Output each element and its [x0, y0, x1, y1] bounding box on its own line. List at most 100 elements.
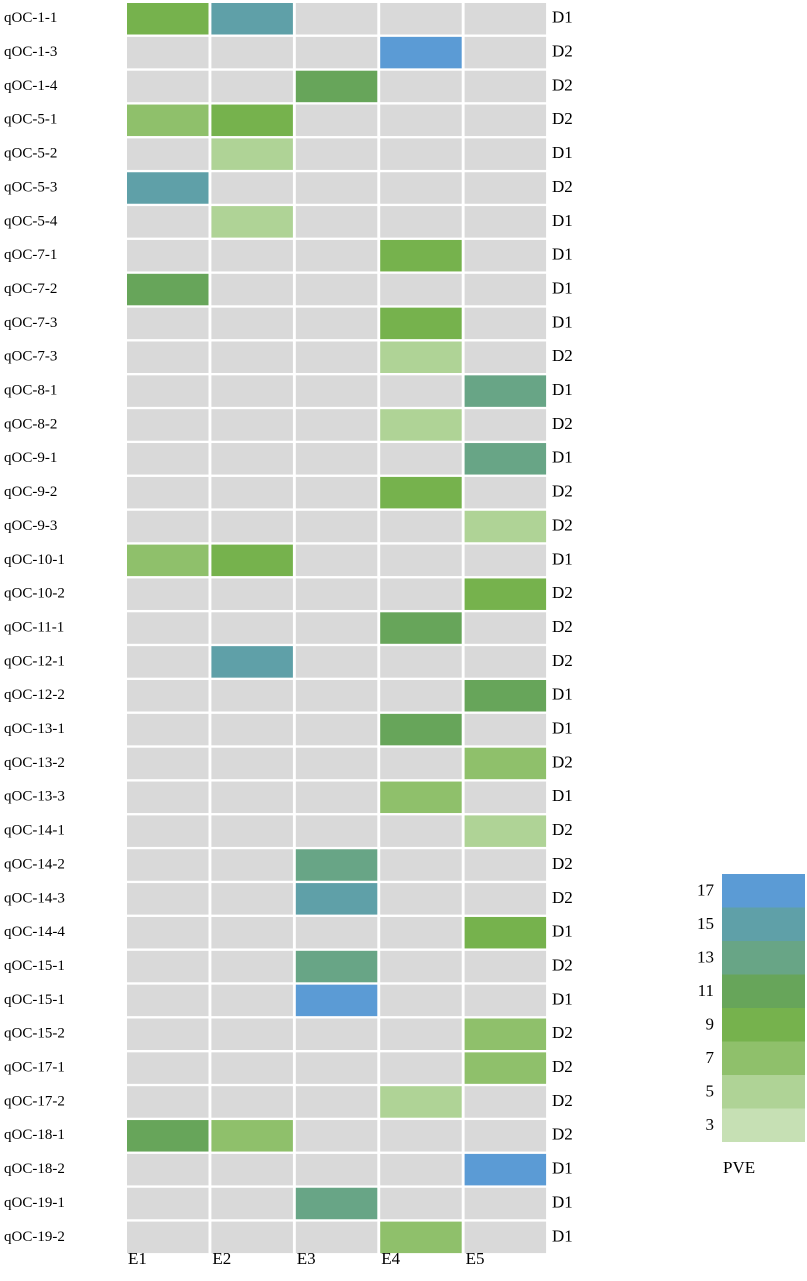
heatmap-cell-empty — [295, 815, 378, 847]
heatmap-grid: qOC-1-1 D1 qOC-1-3 D2 qOC-1-4 D2 qOC-5-1 D2 qOC-… — [4, 3, 573, 1254]
heatmap-cell-empty — [380, 916, 462, 949]
row-group-label: D1 — [552, 211, 573, 230]
heatmap-cell-empty — [127, 476, 209, 509]
row-group-label: D2 — [552, 346, 573, 365]
heatmap-cell-filled — [295, 1187, 378, 1220]
heatmap-cell-empty — [380, 544, 462, 577]
heatmap-cell-filled — [295, 849, 378, 881]
heatmap-cell-empty — [295, 1018, 378, 1050]
heatmap-cell-empty — [211, 747, 293, 780]
row-group-label: D1 — [552, 922, 573, 941]
heatmap-cell-empty — [464, 1120, 547, 1152]
row-group-label: D2 — [552, 515, 573, 534]
heatmap-cell-empty — [295, 612, 378, 644]
legend-swatch — [722, 974, 805, 1008]
heatmap-cell-empty — [127, 612, 209, 644]
legend-swatch — [722, 907, 805, 941]
heatmap-cell-empty — [295, 409, 378, 441]
heatmap-cell-empty — [380, 680, 462, 712]
heatmap-cell-filled — [380, 307, 462, 340]
row-group-label: D2 — [552, 955, 573, 974]
row-label: qOC-7-3 — [4, 315, 57, 331]
heatmap-cell-empty — [464, 781, 547, 814]
legend-level-label: 17 — [697, 881, 715, 900]
heatmap-cell-empty — [127, 138, 209, 170]
heatmap-cell-empty — [211, 883, 293, 915]
heatmap-cell-filled — [380, 1086, 462, 1118]
row-group-label: D1 — [552, 1192, 573, 1211]
row-label: qOC-7-1 — [4, 247, 57, 263]
heatmap-cell-empty — [127, 510, 209, 543]
heatmap-cell-empty — [127, 815, 209, 847]
heatmap-cell-empty — [127, 578, 209, 610]
heatmap-cell-empty — [464, 70, 547, 103]
legend-swatch — [722, 941, 805, 975]
heatmap-cell-filled — [295, 70, 378, 103]
heatmap-cell-empty — [464, 172, 547, 204]
heatmap-cell-empty — [127, 1187, 209, 1220]
legend-swatch — [722, 1075, 805, 1109]
row-group-label: D2 — [552, 1125, 573, 1144]
row-group-label: D2 — [552, 617, 573, 636]
legend-level-label: 5 — [706, 1082, 715, 1101]
heatmap-cell-empty — [295, 713, 378, 746]
row-group-label: D2 — [552, 854, 573, 873]
row-label: qOC-14-1 — [4, 823, 65, 839]
heatmap-cell-empty — [380, 375, 462, 407]
heatmap-cell-empty — [211, 781, 293, 814]
row-group-label: D1 — [552, 312, 573, 331]
legend-level-label: 7 — [706, 1048, 715, 1067]
heatmap-cell-empty — [380, 984, 462, 1017]
heatmap-cell-empty — [127, 984, 209, 1017]
heatmap-cell-empty — [380, 883, 462, 915]
heatmap-cell-empty — [380, 747, 462, 780]
heatmap-cell-empty — [464, 307, 547, 340]
heatmap-cell-empty — [211, 1153, 293, 1186]
heatmap-cell-empty — [127, 646, 209, 678]
row-label: qOC-5-1 — [4, 112, 57, 128]
heatmap-cell-empty — [211, 36, 293, 69]
legend-level-label: 15 — [697, 914, 714, 933]
row-group-label: D1 — [552, 8, 573, 27]
row-label: qOC-13-2 — [4, 755, 65, 771]
legend-swatch — [722, 874, 805, 908]
heatmap-cell-empty — [464, 138, 547, 170]
heatmap-cell-empty — [127, 1052, 209, 1084]
row-group-label: D2 — [552, 177, 573, 196]
heatmap-cell-filled — [211, 104, 293, 137]
heatmap-cell-empty — [211, 680, 293, 712]
heatmap-cell-empty — [127, 1018, 209, 1050]
column-labels: E1 E2 E3 E4 E5 — [128, 1249, 484, 1268]
heatmap-cell-filled — [380, 239, 462, 272]
column-label: E1 — [128, 1249, 147, 1268]
row-label: qOC-19-2 — [4, 1229, 65, 1245]
heatmap-cell-filled — [464, 916, 547, 949]
row-label: qOC-9-1 — [4, 450, 57, 466]
heatmap-cell-empty — [295, 1120, 378, 1152]
heatmap-cell-empty — [211, 612, 293, 644]
heatmap-cell-empty — [295, 172, 378, 204]
heatmap-cell-empty — [295, 646, 378, 678]
heatmap-cell-empty — [464, 3, 547, 35]
heatmap-cell-empty — [464, 409, 547, 441]
legend-level-label: 9 — [706, 1015, 715, 1034]
heatmap-cell-empty — [127, 206, 209, 238]
heatmap-cell-empty — [295, 1221, 378, 1254]
heatmap-cell-empty — [380, 1018, 462, 1050]
heatmap-cell-filled — [464, 1153, 547, 1186]
heatmap-cell-empty — [380, 138, 462, 170]
heatmap-cell-empty — [211, 916, 293, 949]
heatmap-cell-empty — [295, 443, 378, 475]
row-group-label: D1 — [552, 989, 573, 1008]
heatmap-cell-empty — [464, 239, 547, 272]
heatmap-cell-empty — [127, 341, 209, 373]
legend-swatch — [722, 1108, 805, 1142]
row-label: qOC-15-1 — [4, 992, 65, 1008]
row-label: qOC-13-3 — [4, 789, 65, 805]
heatmap-cell-empty — [127, 1153, 209, 1186]
row-label: qOC-14-4 — [4, 924, 65, 940]
heatmap-cell-empty — [464, 273, 547, 306]
heatmap-cell-empty — [211, 476, 293, 509]
heatmap-cell-empty — [211, 815, 293, 847]
